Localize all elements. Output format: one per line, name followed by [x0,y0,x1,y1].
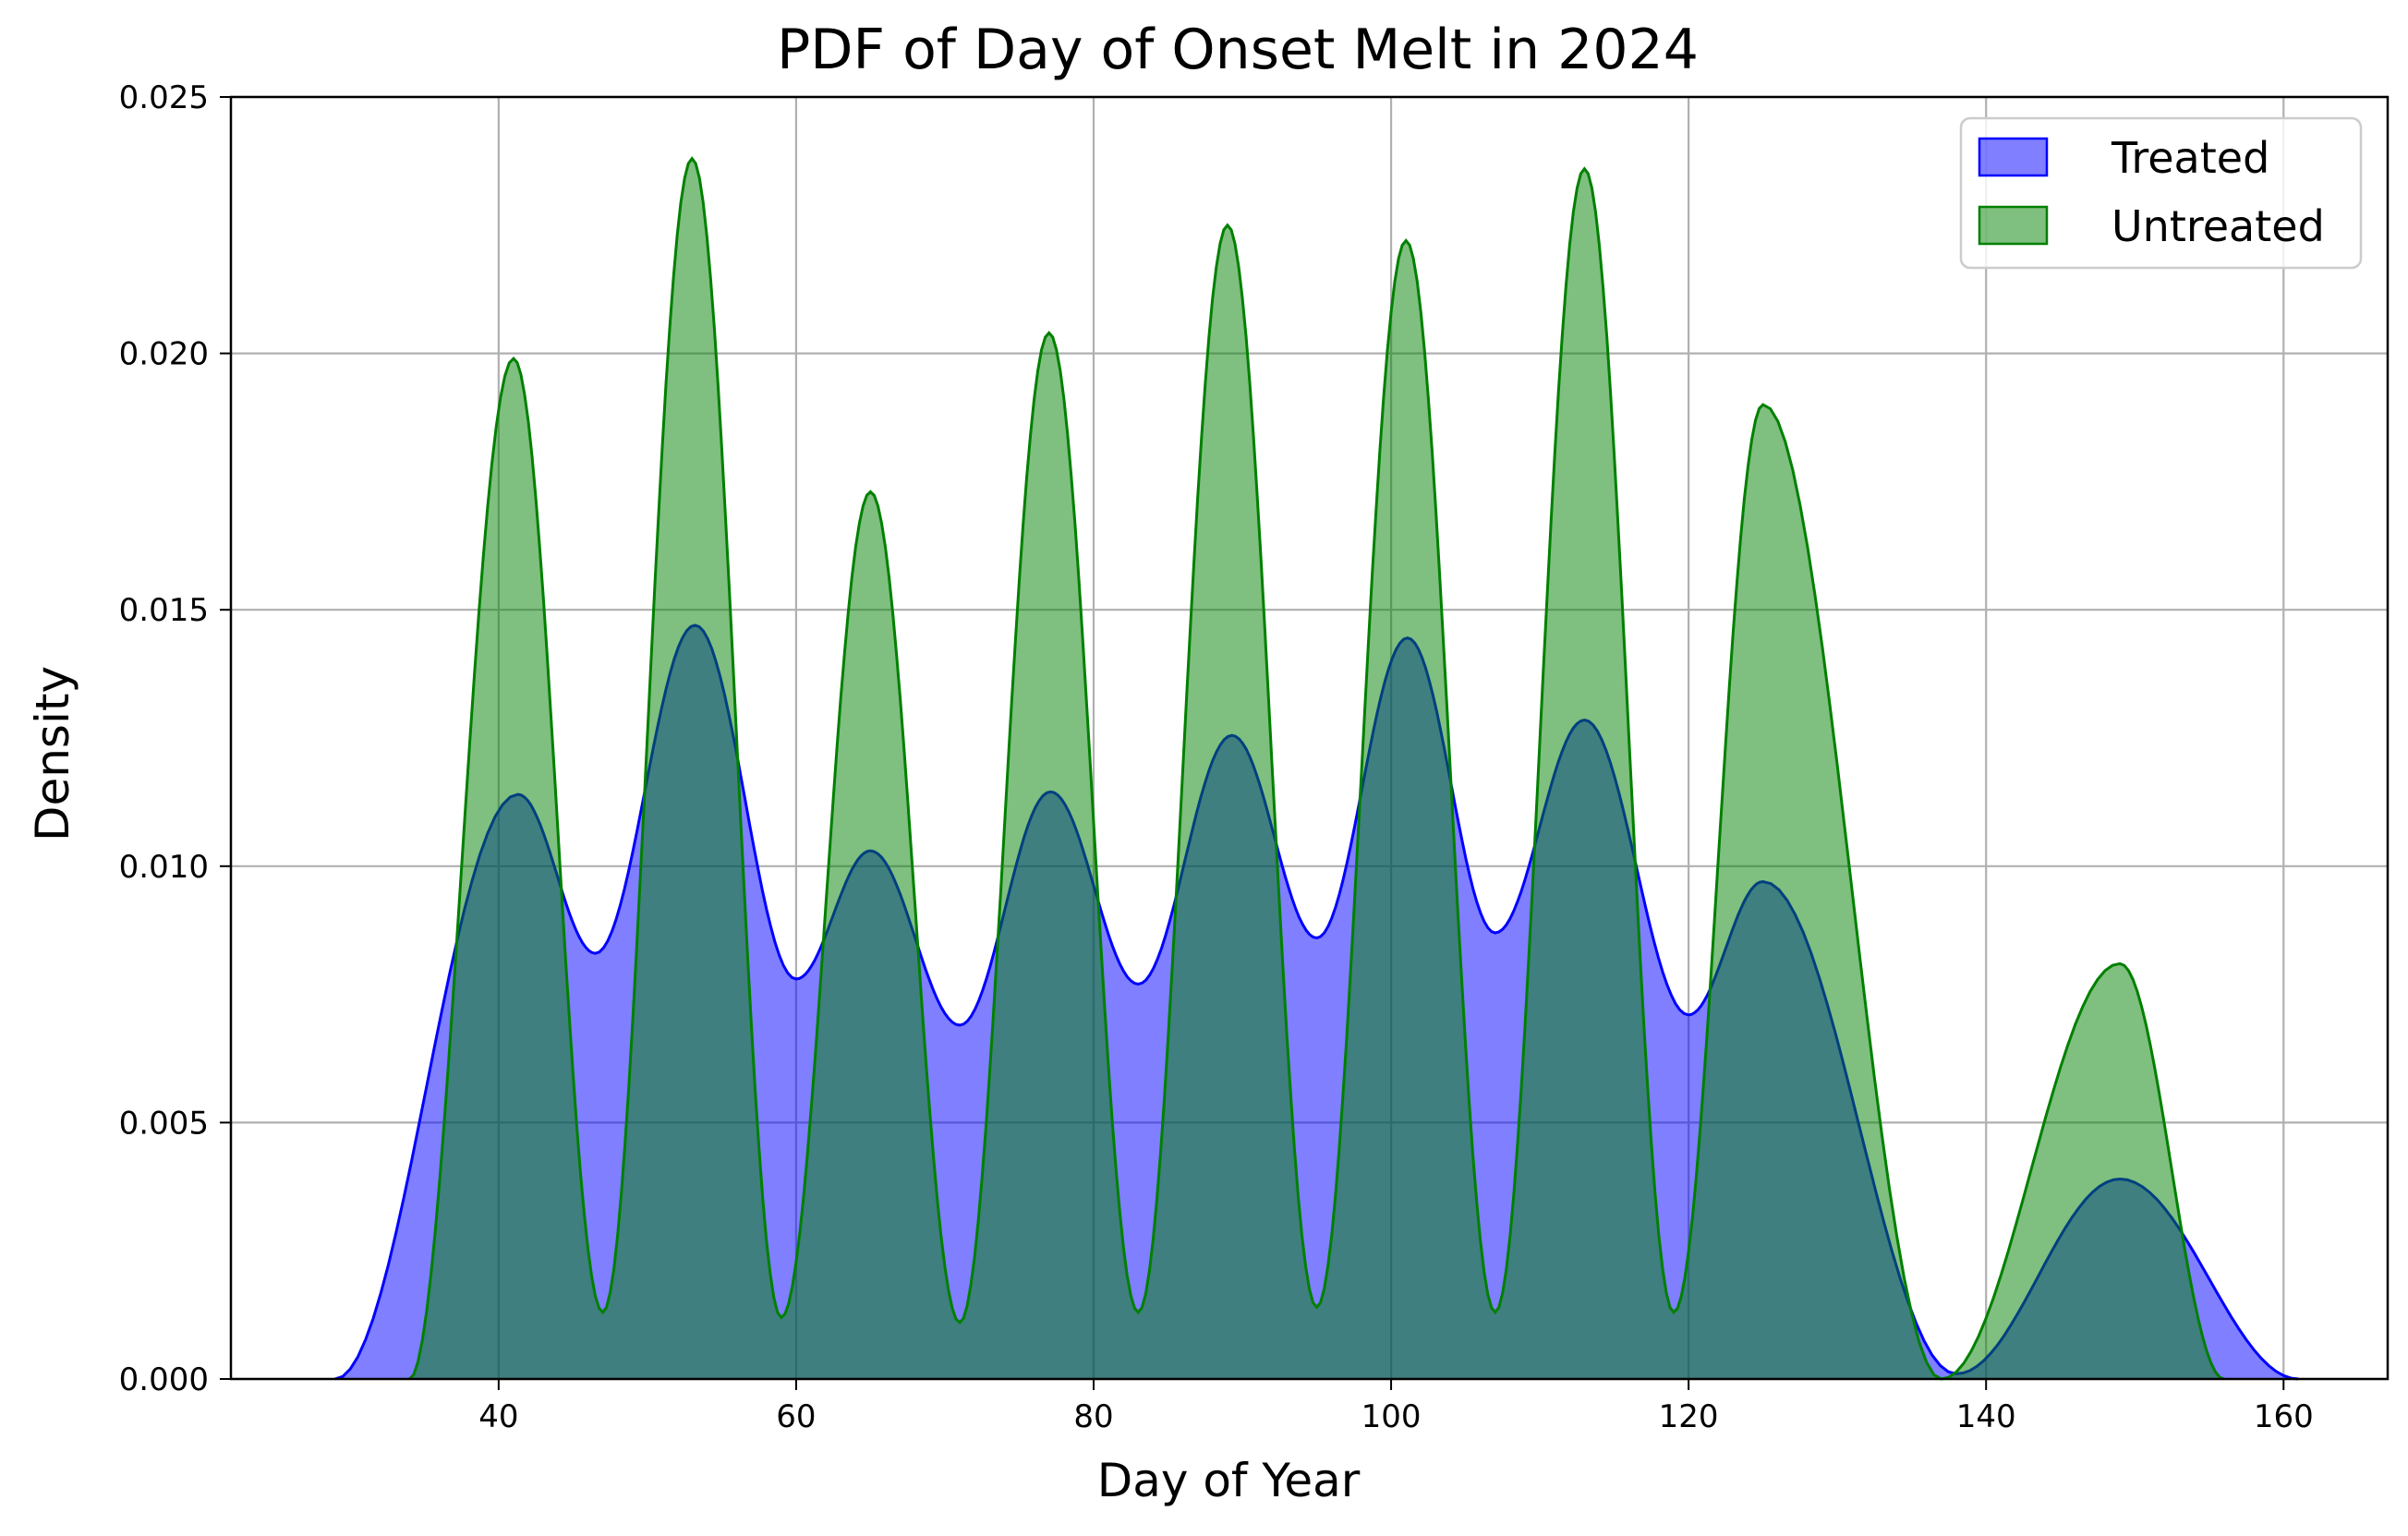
legend-label-treated: Treated [2111,133,2269,183]
x-tick-label: 60 [776,1398,816,1435]
y-tick-label: 0.010 [119,849,209,886]
y-axis-label: Density [26,666,79,841]
series-layer [334,156,2299,1381]
x-tick-label: 40 [478,1398,518,1435]
series-area-untreated [409,158,2224,1380]
legend-swatch-untreated [1978,205,2049,246]
y-tick-label: 0.025 [119,79,209,116]
y-tick-label: 0.005 [119,1105,209,1142]
y-tick-label: 0.000 [119,1361,209,1398]
legend-frame [1959,116,2363,270]
axis-ticks: 40 60 80 100 120 140 160 0.000 0.005 0.010 0.015 0.… [119,79,2314,1435]
x-tick-label: 100 [1361,1398,1422,1435]
series-line-untreated [408,156,2225,1381]
legend-swatch-treated [1978,137,2049,177]
legend: Treated Untreated [1959,116,2363,270]
x-axis-label: Day of Year [1097,1454,1361,1507]
x-tick-label: 120 [1659,1398,1719,1435]
chart-title: PDF of Day of Onset Melt in 2024 [777,18,1699,82]
plot-frame [229,95,2390,1381]
legend-label-untreated: Untreated [2112,201,2325,251]
x-tick-label: 80 [1073,1398,1113,1435]
x-tick-label: 160 [2254,1398,2314,1435]
y-tick-label: 0.015 [119,592,209,629]
y-tick-label: 0.020 [119,336,209,373]
x-tick-label: 140 [1956,1398,2016,1435]
